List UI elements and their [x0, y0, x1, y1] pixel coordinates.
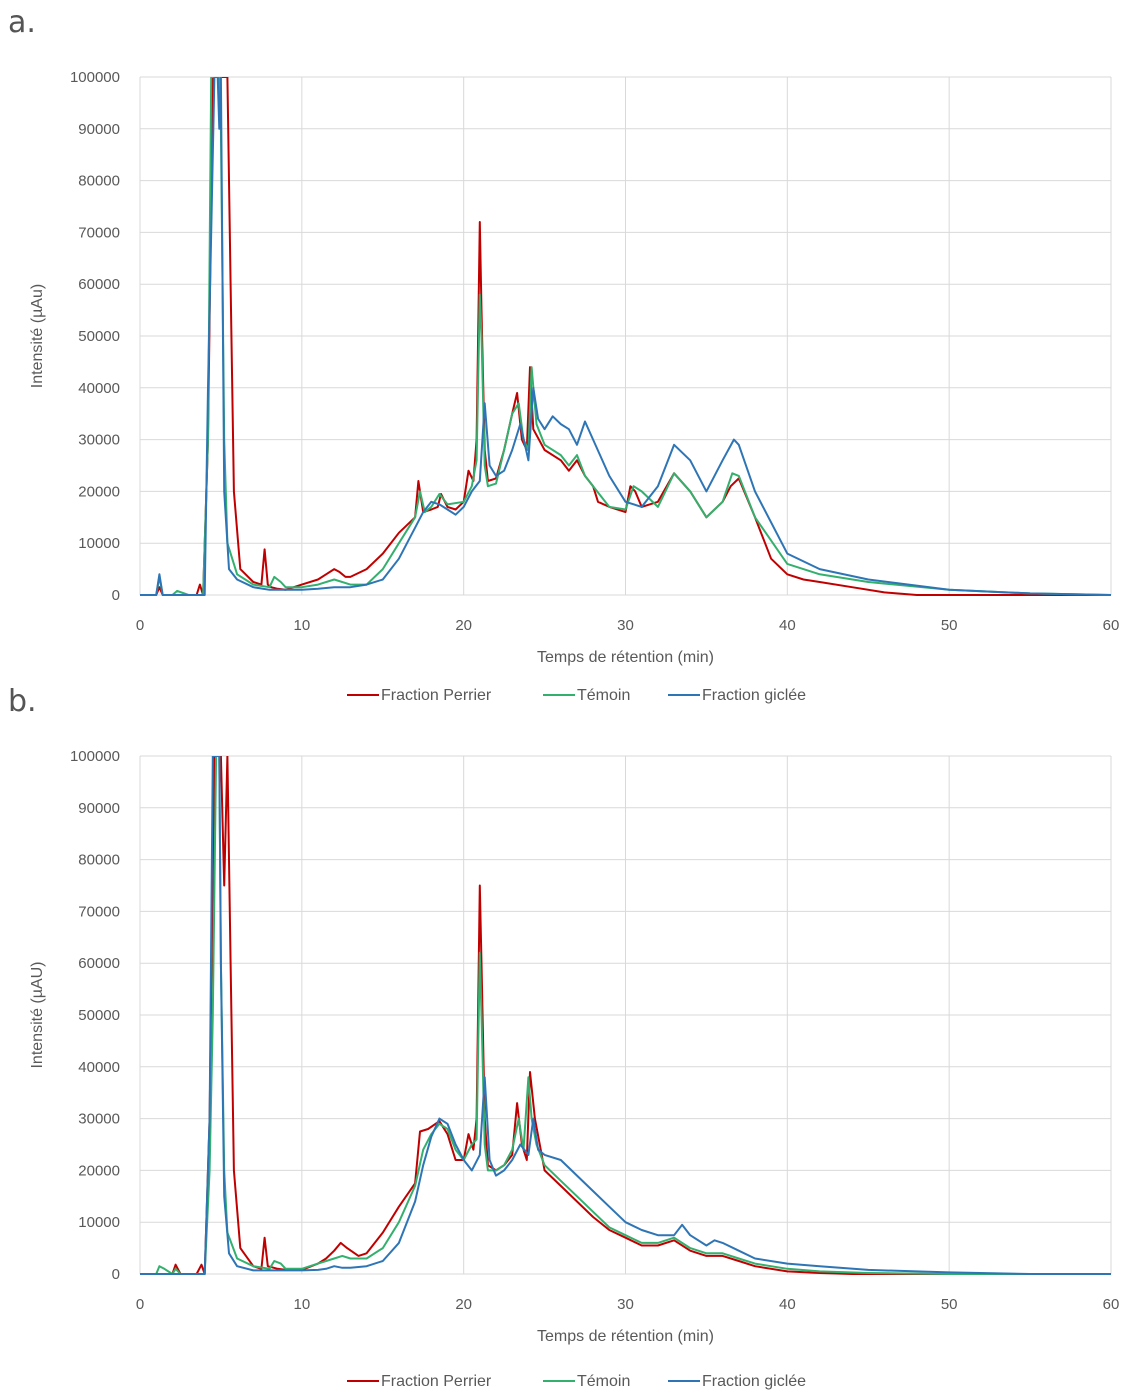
x-tick-label: 30: [617, 617, 634, 634]
y-tick-label: 90000: [78, 800, 120, 817]
x-tick-label: 20: [455, 1296, 472, 1313]
y-tick-label: 0: [112, 587, 120, 604]
panel-label: a.: [8, 5, 36, 40]
y-tick-label: 90000: [78, 121, 120, 138]
y-tick-label: 80000: [78, 852, 120, 869]
x-axis-title: Temps de rétention (min): [537, 1328, 714, 1345]
y-tick-label: 40000: [78, 1059, 120, 1076]
y-axis-title: Intensité (µAu): [29, 284, 46, 388]
y-tick-label: 60000: [78, 955, 120, 972]
y-tick-label: 30000: [78, 432, 120, 449]
chart-panel-a: a. 0 10000 20000 30000 40000 50000 60000 70000 80…: [8, 5, 1119, 704]
x-tick-label: 60: [1103, 1296, 1120, 1313]
y-tick-label: 60000: [78, 276, 120, 293]
y-tick-label: 70000: [78, 903, 120, 920]
y-tick-label: 20000: [78, 483, 120, 500]
y-tick-label: 10000: [78, 535, 120, 552]
x-tick-label: 50: [941, 1296, 958, 1313]
series-line-2: [140, 77, 1111, 596]
x-tick-label: 50: [941, 617, 958, 634]
x-axis-title: Temps de rétention (min): [537, 649, 714, 666]
x-tick-label: 40: [779, 1296, 796, 1313]
legend-entry: Fraction Perrier: [381, 1373, 492, 1390]
y-tick-label: 10000: [78, 1214, 120, 1231]
series-line-2: [140, 756, 1111, 1275]
y-tick-label: 70000: [78, 224, 120, 241]
y-tick-label: 80000: [78, 173, 120, 190]
y-tick-label: 0: [112, 1266, 120, 1283]
y-tick-label: 20000: [78, 1162, 120, 1179]
y-axis-title: Intensité (µAU): [29, 961, 46, 1068]
panel-label: b.: [8, 684, 37, 719]
y-tick-label: 100000: [70, 69, 120, 86]
x-tick-label: 60: [1103, 617, 1120, 634]
x-tick-label: 10: [293, 617, 310, 634]
x-tick-label: 0: [136, 1296, 144, 1313]
y-tick-label: 50000: [78, 328, 120, 345]
y-tick-label: 50000: [78, 1007, 120, 1024]
y-tick-label: 40000: [78, 380, 120, 397]
x-tick-label: 20: [455, 617, 472, 634]
x-tick-label: 0: [136, 617, 144, 634]
legend-entry: Témoin: [577, 1373, 630, 1390]
y-tick-label: 100000: [70, 748, 120, 765]
legend-entry: Fraction giclée: [702, 1373, 806, 1390]
legend-entry: Témoin: [577, 687, 630, 704]
x-tick-label: 30: [617, 1296, 634, 1313]
series-line-0: [140, 756, 1111, 1275]
legend-entry: Fraction Perrier: [381, 687, 492, 704]
y-tick-label: 30000: [78, 1111, 120, 1128]
series-line-1: [140, 756, 1111, 1275]
chart-panel-b: b. 0 10000 20000 30000 40000 50000 60000 70000 80…: [8, 684, 1119, 1390]
legend-entry: Fraction giclée: [702, 687, 806, 704]
x-tick-label: 10: [293, 1296, 310, 1313]
x-tick-label: 40: [779, 617, 796, 634]
